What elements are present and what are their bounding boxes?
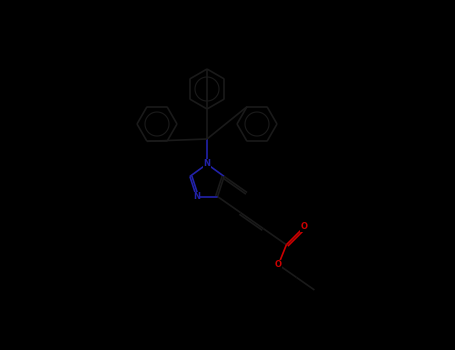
Text: O: O	[301, 222, 308, 231]
Text: O: O	[275, 260, 282, 269]
Text: N: N	[203, 160, 211, 168]
Text: N: N	[193, 192, 200, 201]
